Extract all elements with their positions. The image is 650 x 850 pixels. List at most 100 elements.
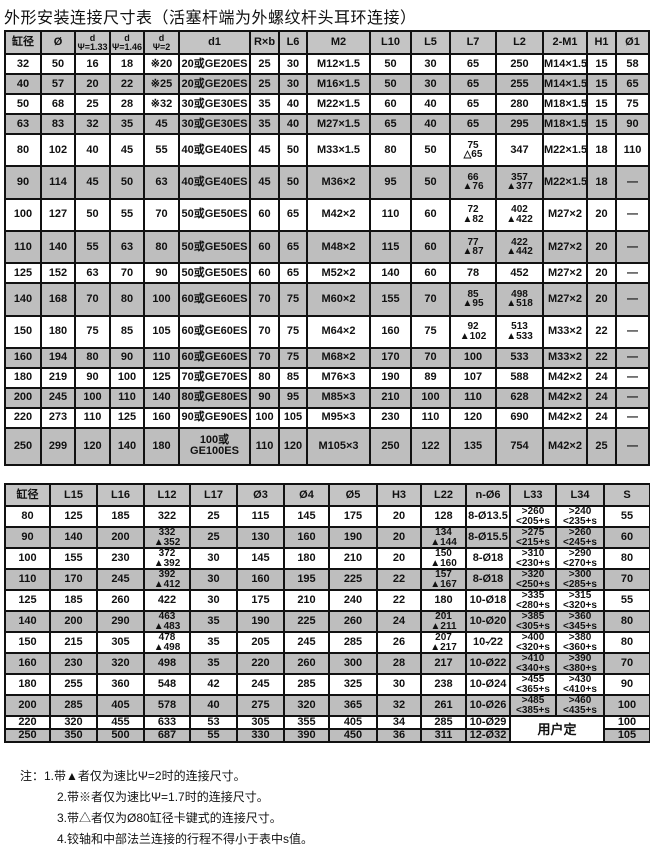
table-cell: 70	[249, 282, 280, 317]
table-cell: 110	[4, 568, 51, 591]
table-cell: 170	[369, 346, 412, 369]
table-row: 63 83 32 35 45 30或GE30ES 35 40 M27×1.5 65 40 65 295 M…	[4, 113, 650, 135]
column-header: Ø5	[328, 483, 378, 507]
table-cell: >460 <435+s	[555, 694, 605, 717]
table-cell: 90	[74, 366, 111, 389]
table-cell: 70	[603, 568, 650, 591]
table-cell: 63	[143, 165, 180, 200]
table-cell: 210	[328, 547, 378, 570]
table-cell: 115	[236, 505, 285, 528]
table-cell: 89	[410, 366, 451, 389]
table-cell: M42×2	[542, 426, 588, 467]
table-cell: 36	[376, 728, 422, 743]
table-cell: 220	[4, 715, 51, 730]
table-cell: 245	[40, 386, 76, 409]
table-cell: 110	[410, 406, 451, 429]
table-cell: 320	[96, 652, 145, 675]
table-cell: 160	[143, 406, 180, 429]
table-cell: 110	[615, 132, 650, 168]
table-cell: >430 <410+s	[555, 673, 605, 696]
table-cell: 55	[74, 229, 111, 265]
table-cell: 145	[236, 547, 285, 570]
table-cell: 50	[369, 53, 412, 75]
table-cell: 160	[236, 568, 285, 591]
table-cell: 68	[40, 93, 76, 115]
table-cell: 463 ▲483	[143, 610, 191, 633]
page-title: 外形安装连接尺寸表（活塞杆端为外螺纹杆头耳环连接）	[4, 8, 417, 27]
table-cell: 8-Ø15.5	[465, 526, 511, 549]
table-cell: 100	[410, 386, 451, 409]
column-header: M2	[306, 30, 371, 55]
table-cell: 190	[369, 366, 412, 389]
table-cell: 273	[40, 406, 76, 429]
column-header: L10	[369, 30, 412, 55]
table-cell: 50	[4, 93, 42, 115]
table-cell: 455	[96, 715, 145, 730]
table-cell: 261	[420, 694, 467, 717]
table-row: 140 200 290 463 ▲483 35 190 225 260 24 201 ▲211 10…	[4, 610, 650, 633]
table-cell: >485 <385+s	[509, 694, 557, 717]
table-cell: —	[615, 165, 650, 200]
table-cell: 350	[49, 728, 98, 743]
table-cell: 255	[495, 73, 544, 95]
table-cell: 70	[249, 314, 280, 349]
table-cell: 180	[143, 426, 180, 467]
table-cell: 80	[603, 631, 650, 654]
table-row: 160 230 320 498 35 220 260 300 28 217 10-Ø22 >410 <…	[4, 652, 650, 675]
table-row: 90 114 45 50 63 40或GE40ES 45 50 M36×2 95 50 66 ▲76 3…	[4, 165, 650, 200]
table-cell: 53	[189, 715, 238, 730]
table-cell: 240	[328, 589, 378, 612]
table-cell: M27×2	[542, 262, 588, 285]
table-cell: 50	[369, 73, 412, 95]
table-cell: 305	[236, 715, 285, 730]
table-cell: 125	[109, 406, 145, 429]
table-cell: >320 <250+s	[509, 568, 557, 591]
table-cell: 100	[109, 366, 145, 389]
table-cell: 110	[143, 346, 180, 369]
table-cell: 155	[369, 282, 412, 317]
column-header: L12	[143, 483, 191, 507]
table-cell: 45	[249, 132, 280, 168]
table-row: 220 320 455 633 53 305 355 405 34 285 10-Ø29 用户定 100	[4, 715, 650, 743]
table-cell: 75	[74, 314, 111, 349]
table-cell: 115	[369, 229, 412, 265]
table-cell: 405	[96, 694, 145, 717]
column-header: d1	[178, 30, 251, 55]
table-cell: 63	[109, 229, 145, 265]
table-cell: M33×2	[542, 346, 588, 369]
table-cell: 355	[283, 715, 330, 730]
table-cell: 40或GE40ES	[178, 132, 251, 168]
table-cell: >400 <320+s	[509, 631, 557, 654]
table-cell: 42	[189, 673, 238, 696]
table-cell: 60或GE60ES	[178, 282, 251, 317]
table-cell: 110	[74, 406, 111, 429]
table-cell: 140	[109, 426, 145, 467]
table-cell: 32	[4, 53, 42, 75]
table-cell: 498	[143, 652, 191, 675]
table-cell: 10-Ø29	[465, 715, 511, 730]
table-row: 140 168 70 80 100 60或GE60ES 70 75 M60×2 155 70 85 ▲…	[4, 282, 650, 317]
table-cell: 63	[74, 262, 111, 285]
table-cell: 687	[143, 728, 191, 743]
table-cell: M14×1.5	[542, 73, 588, 95]
table-cell: 152	[40, 262, 76, 285]
table-cell: 107	[449, 366, 497, 389]
table-cell: 100	[143, 282, 180, 317]
table-cell: 80	[249, 366, 280, 389]
table-cell: 55	[603, 589, 650, 612]
table-cell: 57	[40, 73, 76, 95]
table-cell: 90	[615, 113, 650, 135]
table-cell: 20	[376, 526, 422, 549]
table-cell: 75	[278, 314, 308, 349]
table-cell: 205	[236, 631, 285, 654]
table-cell: M64×2	[306, 314, 371, 349]
table-cell: 12-Ø32	[465, 728, 511, 743]
note-3: 3.带△者仅为Ø80缸径卡键式的连接尺寸。	[57, 811, 282, 825]
table-cell: 15	[586, 73, 617, 95]
table-cell: 80或GE80ES	[178, 386, 251, 409]
table-cell: 16	[74, 53, 111, 75]
column-header: 缸径	[4, 483, 51, 507]
table-cell: 30	[278, 73, 308, 95]
table-cell: 100	[249, 406, 280, 429]
table-cell: M33×2	[542, 314, 588, 349]
